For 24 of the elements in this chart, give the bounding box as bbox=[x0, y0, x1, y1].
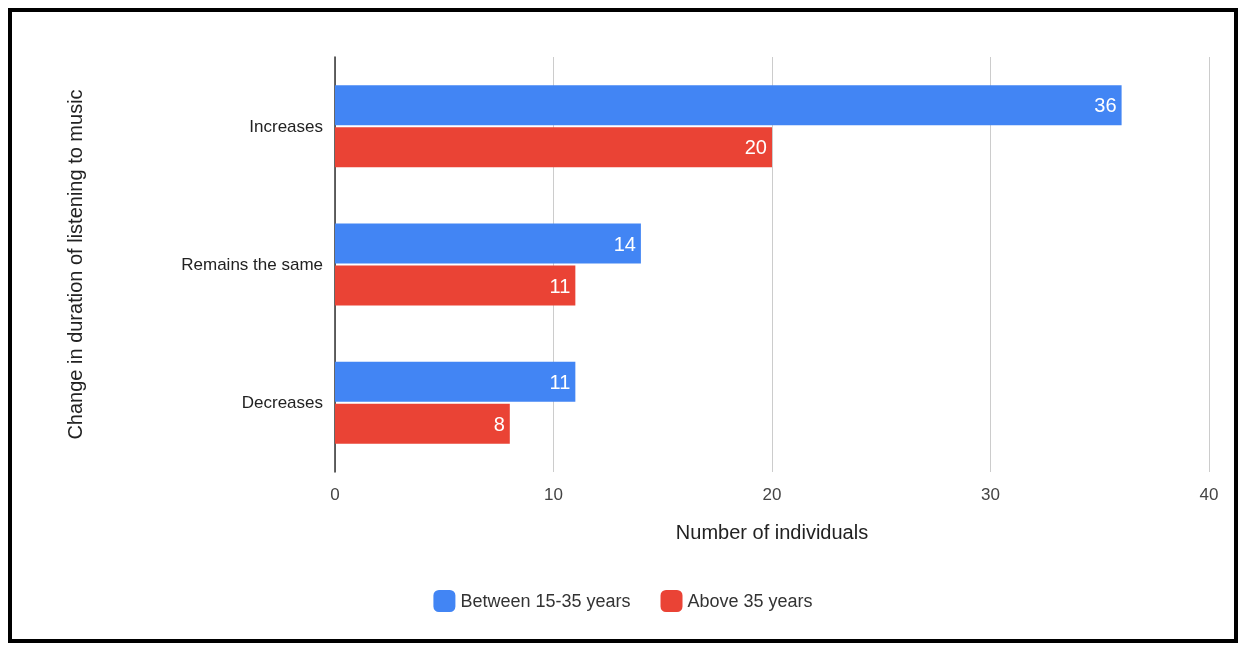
y-tick-label: Remains the same bbox=[181, 255, 323, 274]
bar bbox=[335, 361, 576, 402]
x-tick-label: 0 bbox=[330, 485, 340, 504]
bar bbox=[335, 85, 1122, 126]
y-tick-label: Increases bbox=[249, 116, 323, 136]
bar bbox=[335, 265, 576, 306]
bar bbox=[335, 127, 772, 168]
data-label: 20 bbox=[744, 136, 767, 159]
x-tick-label: 10 bbox=[544, 485, 563, 504]
x-tick-label: 30 bbox=[981, 485, 1000, 504]
x-tick-label: 20 bbox=[762, 485, 782, 504]
y-axis-title: Change in duration of listening to music bbox=[64, 89, 86, 440]
bar bbox=[335, 403, 510, 444]
bar bbox=[335, 223, 641, 264]
x-tick-label: 40 bbox=[1199, 485, 1219, 504]
legend-label: Between 15-35 years bbox=[460, 591, 631, 611]
data-label: 14 bbox=[613, 232, 636, 255]
data-label: 11 bbox=[549, 274, 571, 297]
y-tick-label: Decreases bbox=[241, 393, 323, 413]
data-label: 8 bbox=[493, 412, 505, 435]
data-label: 11 bbox=[549, 370, 571, 393]
legend-label: Above 35 years bbox=[687, 591, 813, 611]
x-axis-title: Number of individuals bbox=[675, 521, 869, 543]
data-label: 36 bbox=[1094, 94, 1117, 117]
